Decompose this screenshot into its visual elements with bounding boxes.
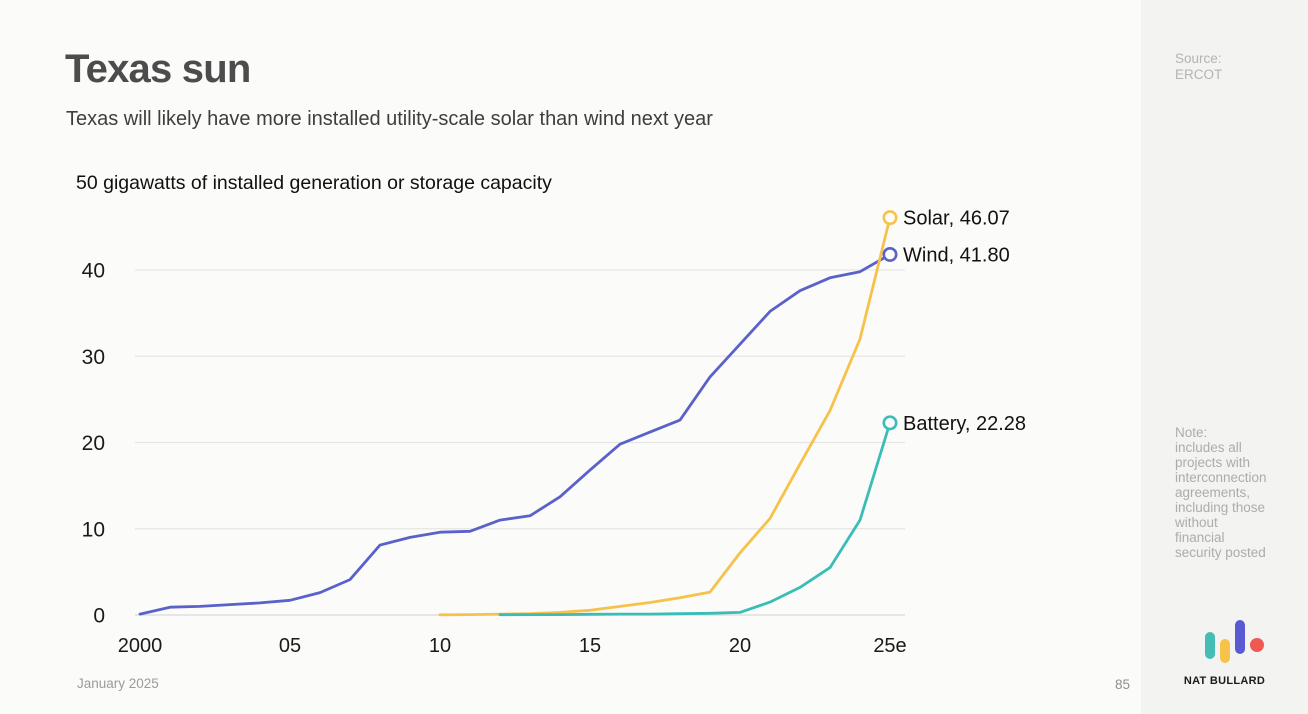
logo-bar-indigo bbox=[1235, 620, 1245, 654]
methodology-note: Note: includes all projects with interco… bbox=[1175, 425, 1267, 560]
y-tick-label-0: 0 bbox=[93, 605, 105, 628]
series-end-marker-wind bbox=[882, 246, 898, 262]
series-line-solar bbox=[438, 216, 892, 617]
logo-bar-yellow bbox=[1220, 639, 1230, 663]
chart-axis-title: 50 gigawatts of installed generation or … bbox=[76, 172, 552, 194]
x-tick-label-25e: 25e bbox=[873, 635, 906, 657]
brand-name: NAT BULLARD bbox=[1183, 675, 1266, 687]
series-end-label-wind: Wind, 41.80 bbox=[903, 244, 1010, 266]
page-number: 85 bbox=[1114, 677, 1130, 692]
capacity-line-chart: 0 10 20 30 40 2000 05 10 15 20 25e Wind, 41.80 Solar… bbox=[82, 208, 1026, 657]
x-tick-label-10: 10 bbox=[429, 635, 451, 657]
series-line-wind bbox=[138, 253, 892, 616]
x-tick-label-2000: 2000 bbox=[118, 635, 163, 657]
series-end-marker-solar bbox=[882, 210, 898, 226]
x-tick-label-15: 15 bbox=[579, 635, 601, 657]
right-sidebar: Source: ERCOT Note: includes all project… bbox=[1141, 0, 1308, 714]
series-end-marker-battery bbox=[882, 415, 898, 431]
y-tick-label-30: 30 bbox=[82, 346, 105, 369]
y-tick-label-10: 10 bbox=[82, 518, 105, 541]
y-tick-label-20: 20 bbox=[82, 432, 105, 455]
page-subtitle: Texas will likely have more installed ut… bbox=[66, 108, 713, 130]
x-tick-label-20: 20 bbox=[729, 635, 751, 657]
nat-bullard-logo-icon bbox=[1205, 617, 1267, 667]
x-tick-label-05: 05 bbox=[279, 635, 301, 657]
source-note: Source: ERCOT bbox=[1175, 51, 1223, 82]
series-end-label-battery: Battery, 22.28 bbox=[903, 413, 1026, 435]
series-end-label-solar: Solar, 46.07 bbox=[903, 208, 1010, 230]
footer-date: January 2025 bbox=[77, 676, 159, 691]
logo-bar-teal bbox=[1205, 632, 1215, 659]
y-tick-label-40: 40 bbox=[82, 260, 105, 283]
page-title: Texas sun bbox=[65, 47, 251, 91]
logo-dot-red bbox=[1250, 638, 1264, 652]
series-line-battery bbox=[498, 421, 892, 617]
slide-main: Texas sun Texas will likely have more in… bbox=[65, 47, 1130, 692]
